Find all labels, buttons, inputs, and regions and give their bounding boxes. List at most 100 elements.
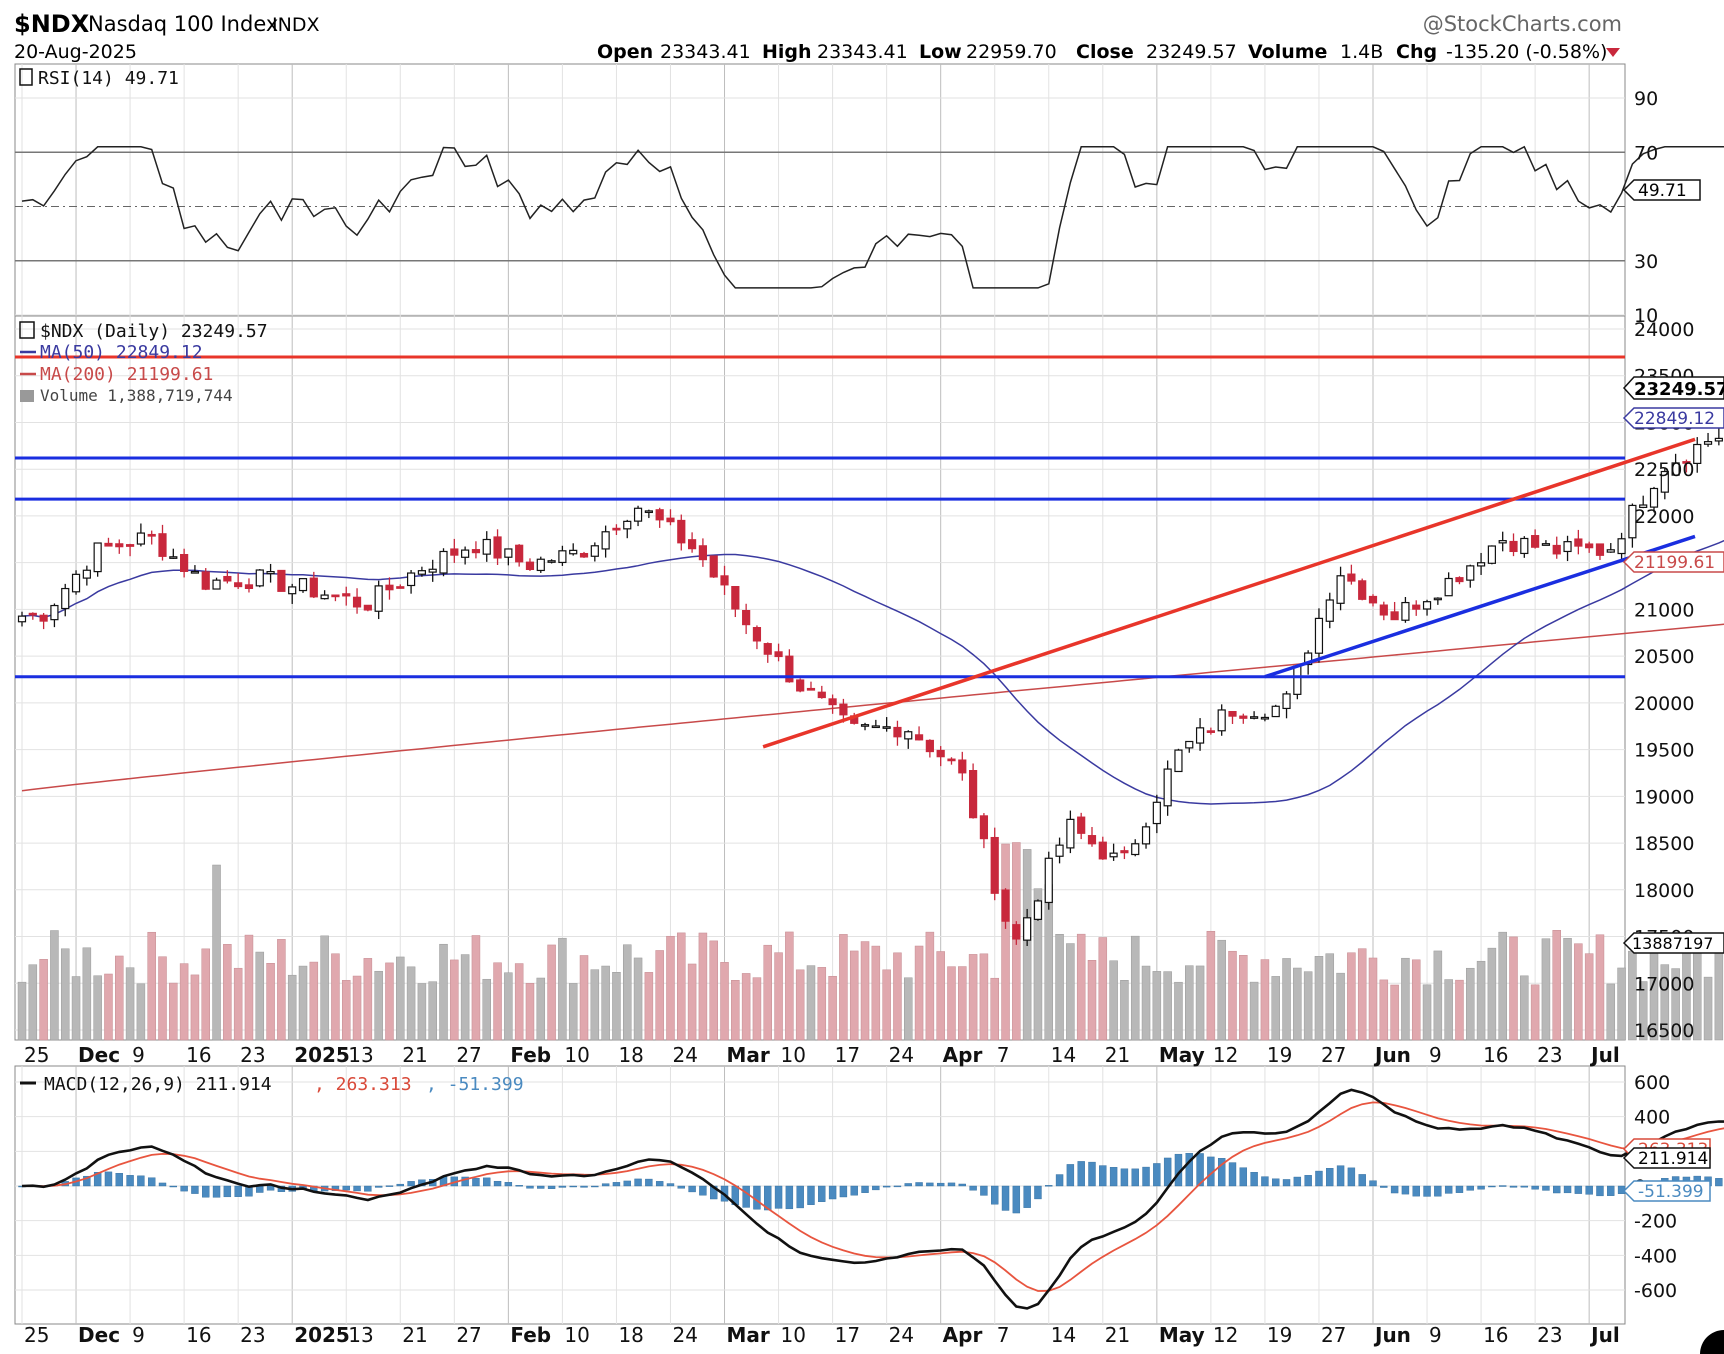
volume-bar xyxy=(341,980,351,1041)
volume-bar xyxy=(309,961,319,1041)
candle-down xyxy=(1228,711,1237,717)
candle-down xyxy=(1682,461,1691,464)
change-value: -135.20 (-0.58%) xyxy=(1446,41,1607,63)
macd-histogram-bar xyxy=(202,1185,210,1198)
x-axis-label: 7 xyxy=(997,1323,1010,1347)
candle-down xyxy=(1239,715,1248,719)
macd-histogram-bar xyxy=(980,1185,988,1196)
x-axis-label: 18 xyxy=(618,1043,643,1067)
macd-legend-main: MACD(12,26,9) 211.914 xyxy=(44,1074,272,1095)
candle-up xyxy=(1304,652,1313,666)
candle-up xyxy=(547,560,556,563)
candle-up xyxy=(61,587,70,610)
volume-bar xyxy=(655,950,664,1041)
volume-bar xyxy=(1563,938,1572,1041)
x-axis-label: 23 xyxy=(240,1323,265,1347)
macd-histogram-bar xyxy=(1369,1180,1377,1187)
volume-bar xyxy=(1574,943,1583,1041)
x-axis-label: 7 xyxy=(997,1043,1010,1067)
candle-up xyxy=(82,569,91,579)
macd-histogram-bar xyxy=(1153,1163,1161,1187)
macd-histogram-bar xyxy=(580,1185,588,1188)
x-axis-label: 18 xyxy=(618,1323,643,1347)
candle-down xyxy=(839,703,848,716)
macd-histogram-bar xyxy=(1509,1185,1518,1188)
candle-down xyxy=(363,604,372,611)
signal-line xyxy=(21,1101,1724,1292)
volume-bar xyxy=(17,981,27,1041)
volume-bar xyxy=(1141,965,1151,1041)
macd-histogram-bar xyxy=(1585,1185,1593,1195)
candle-up xyxy=(1336,575,1345,604)
candle-down xyxy=(612,527,621,531)
volume-bar xyxy=(93,975,102,1041)
candle-up xyxy=(601,531,610,550)
x-axis-label: 16 xyxy=(186,1323,211,1347)
macd-histogram-bar xyxy=(882,1185,891,1188)
volume-bar xyxy=(774,952,783,1041)
candle-up xyxy=(1033,900,1043,920)
macd-histogram-bar xyxy=(1001,1185,1010,1211)
open-label: Open xyxy=(597,41,653,63)
candle-down xyxy=(104,542,113,547)
volume-bar xyxy=(1293,967,1302,1041)
macd-histogram-bar xyxy=(1434,1185,1442,1197)
macd-histogram-bar xyxy=(1088,1161,1096,1187)
candle-legend-icon xyxy=(19,321,35,339)
macd-histogram-bar xyxy=(115,1173,123,1187)
macd-histogram-bar xyxy=(601,1183,610,1187)
price-tick-label: 24000 xyxy=(1634,319,1694,341)
upper-trendline xyxy=(762,437,1696,749)
macd-tick-label: 400 xyxy=(1634,1107,1670,1129)
price-tick-label: 17000 xyxy=(1634,973,1694,995)
price-tick-label: 21000 xyxy=(1634,599,1694,621)
candle-up xyxy=(136,532,145,545)
macd-histogram-bar xyxy=(991,1185,999,1205)
x-axis-label: Dec xyxy=(78,1043,120,1067)
volume-bar xyxy=(860,941,870,1041)
candle-up xyxy=(266,571,275,575)
ma200-tag xyxy=(1622,551,1724,573)
volume-bar xyxy=(947,966,956,1041)
volume-bar xyxy=(1228,950,1237,1041)
volume-bar xyxy=(893,952,902,1041)
macd-histogram-bar xyxy=(504,1182,513,1187)
macd-histogram-bar xyxy=(1315,1170,1323,1187)
macd-histogram-bar xyxy=(1715,1178,1723,1187)
macd-histogram-bar xyxy=(839,1185,848,1198)
macd-histogram-bar xyxy=(472,1178,480,1187)
chart-header: $NDX Nasdaq 100 Index INDX @StockCharts.… xyxy=(14,10,1622,63)
candle-up xyxy=(504,548,513,558)
candle-down xyxy=(1379,604,1388,616)
macd-histogram-bar xyxy=(774,1185,783,1209)
macd-histogram-bar xyxy=(1488,1185,1496,1188)
candle-up xyxy=(1693,443,1702,465)
macd-histogram-bar xyxy=(1574,1185,1583,1194)
x-axis-label: 16 xyxy=(186,1043,211,1067)
candle-up xyxy=(1195,727,1205,744)
macd-histogram-bar xyxy=(1077,1161,1085,1187)
volume-bar xyxy=(1066,943,1075,1041)
volume-bar xyxy=(1476,960,1486,1041)
x-axis-label: 24 xyxy=(672,1043,697,1067)
candle-down xyxy=(1390,611,1399,621)
x-axis-label: 21 xyxy=(402,1043,427,1067)
x-axis-label: Jun xyxy=(1373,1323,1411,1347)
macd-histogram-bar xyxy=(1293,1176,1302,1187)
volume-bar xyxy=(374,970,383,1041)
macd-histogram-bar xyxy=(234,1185,242,1197)
volume-bar xyxy=(936,951,945,1041)
x-axis-label: Mar xyxy=(727,1043,770,1067)
volume-bar xyxy=(1163,971,1172,1041)
volume-bar xyxy=(1001,843,1010,1041)
candle-down xyxy=(1368,595,1378,604)
candle-down xyxy=(1509,540,1518,553)
ma50-legend-text: MA(50) 22849.12 xyxy=(40,342,203,363)
x-axis-label: May xyxy=(1159,1323,1205,1347)
x-axis-label: 14 xyxy=(1051,1323,1076,1347)
volume-label: Volume xyxy=(1248,41,1327,63)
x-axis-label: 13 xyxy=(348,1323,373,1347)
volume-bar xyxy=(1357,948,1367,1041)
price-tick-label: 22000 xyxy=(1634,506,1694,528)
candle-down xyxy=(1087,835,1097,845)
